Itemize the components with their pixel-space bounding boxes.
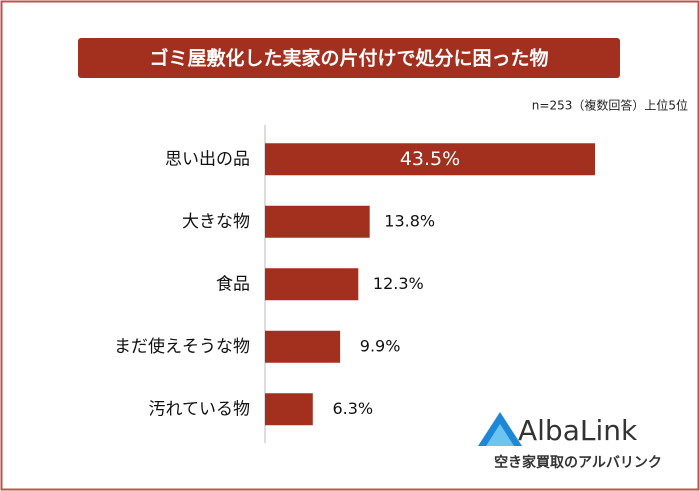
value-label: 13.8%: [384, 211, 435, 230]
category-label: まだ使えそうな物: [114, 336, 250, 357]
category-label: 食品: [216, 274, 250, 294]
category-label: 思い出の品: [165, 149, 250, 169]
logo: AlbaLink 空き家買取のアルバリンク: [478, 412, 662, 471]
chart-subtitle: n=253（複数回答）上位5位: [532, 98, 688, 113]
logo-name: AlbaLink: [518, 414, 638, 447]
bar: [265, 330, 341, 363]
logo-icon-inner: [486, 424, 514, 446]
value-label: 6.3%: [332, 399, 373, 418]
value-label: 9.9%: [360, 336, 401, 355]
bar: [265, 268, 359, 301]
category-label: 大きな物: [182, 212, 250, 232]
value-label: 43.5%: [400, 148, 460, 170]
bar: [265, 143, 595, 176]
chart-title: ゴミ屋敷化した実家の片付けで処分に困った物: [149, 47, 548, 70]
bar: [265, 393, 313, 426]
value-label: 12.3%: [373, 274, 424, 293]
logo-tagline: 空き家買取のアルバリンク: [494, 454, 662, 471]
title-banner: [78, 38, 620, 78]
category-label: 汚れている物: [149, 399, 251, 419]
bar: [265, 205, 370, 238]
